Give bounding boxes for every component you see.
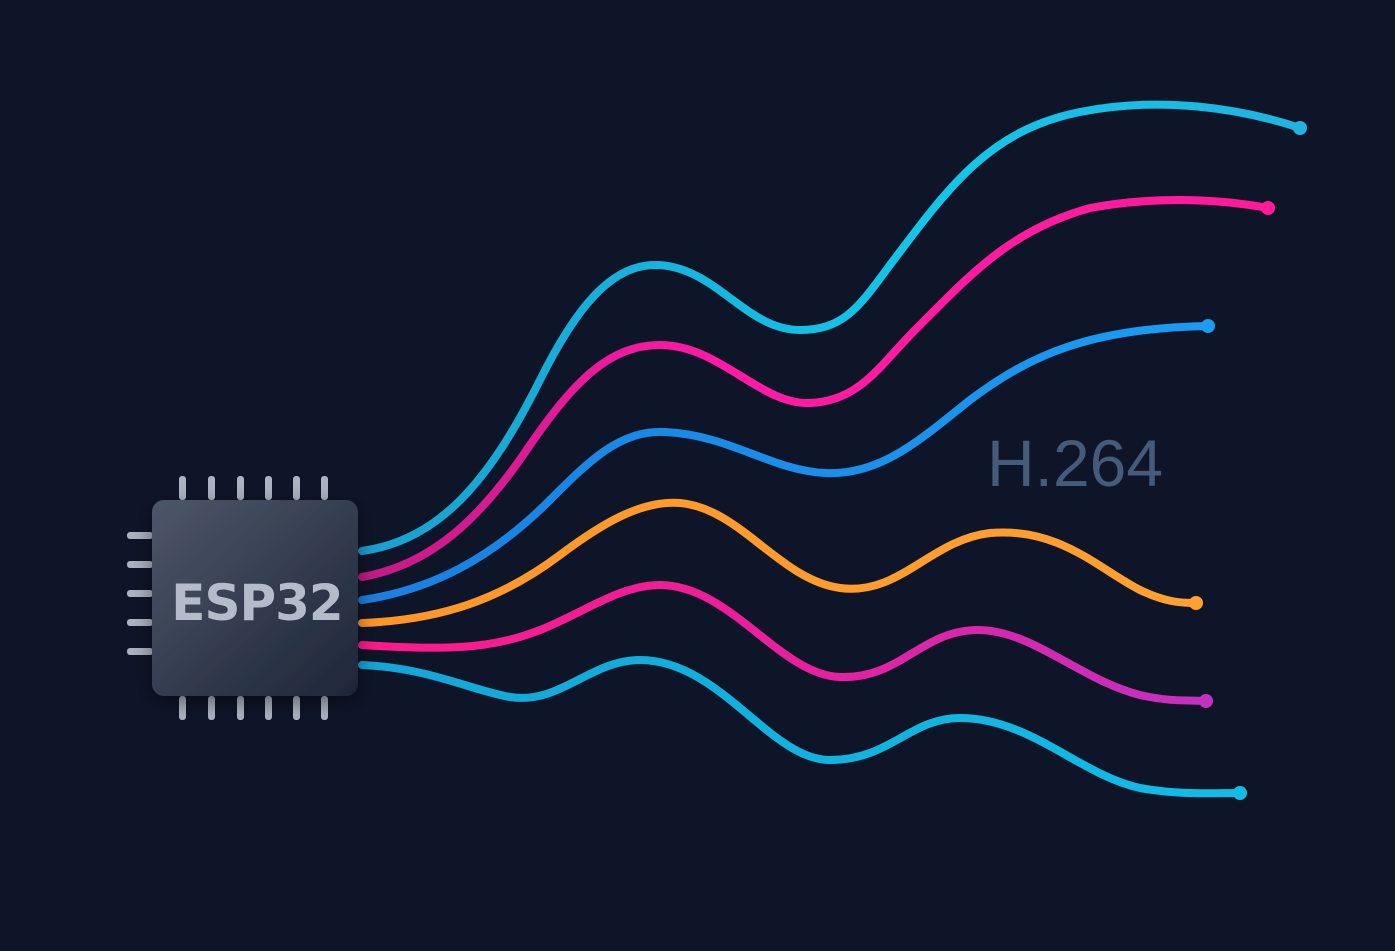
chip-pin: [237, 476, 244, 500]
chip-pin: [127, 532, 153, 539]
chip-label: ESP32: [171, 574, 342, 632]
chip-pin: [127, 561, 153, 568]
chip-pin: [208, 696, 215, 720]
chip-pin: [208, 476, 215, 500]
stream-lines: [358, 100, 1304, 798]
chip-pin: [321, 696, 328, 720]
chip-pin: [179, 696, 186, 720]
chip-pin: [293, 476, 300, 500]
chip-pin: [127, 619, 153, 626]
stream-line-5: [358, 580, 1210, 705]
stream-endpoints: [1189, 121, 1307, 800]
codec-label: H.264: [987, 426, 1163, 500]
stream-endpoint-4: [1189, 596, 1203, 610]
stream-line-2: [358, 196, 1272, 581]
stream-line-1: [358, 100, 1304, 555]
chip-pin: [293, 696, 300, 720]
chip-pin: [265, 476, 272, 500]
chip-pin: [265, 696, 272, 720]
stream-line-6: [358, 655, 1244, 798]
stream-endpoint-1: [1293, 121, 1307, 135]
stream-endpoint-2: [1261, 201, 1275, 215]
chip-gloss: [152, 500, 358, 696]
chip-pins: [127, 476, 328, 720]
stream-endpoint-5: [1199, 694, 1213, 708]
stream-endpoint-3: [1201, 319, 1215, 333]
chip-pin: [321, 476, 328, 500]
stream-endpoint-6: [1233, 786, 1247, 800]
chip-pin: [127, 590, 153, 597]
esp32-chip: ESP32: [152, 500, 358, 696]
stream-line-4: [358, 498, 1200, 627]
stream-line-3: [358, 322, 1212, 604]
chip-pin: [237, 696, 244, 720]
chip-pin: [179, 476, 186, 500]
chip-pin: [127, 648, 153, 655]
